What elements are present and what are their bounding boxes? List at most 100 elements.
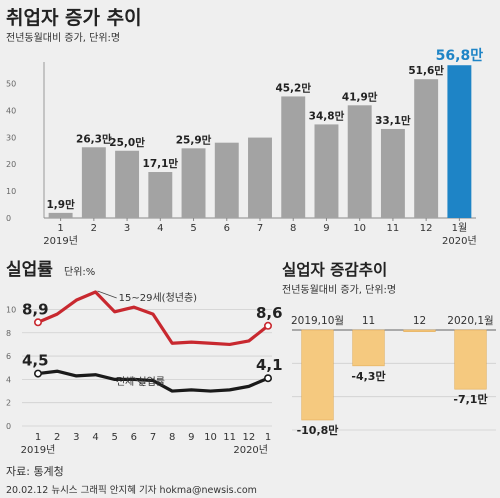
chart-title: 실업률 (6, 260, 53, 280)
x-tick-label: 1 (265, 432, 271, 443)
year-label: 2020년 (233, 444, 268, 456)
leader-line (97, 290, 117, 299)
bar-value-label: 33,1만 (375, 114, 411, 127)
y-tick-label: 6 (6, 352, 11, 361)
x-tick-label: 7 (257, 223, 263, 234)
y-tick-label: 20 (6, 160, 16, 169)
series-end-label: 4,1 (256, 356, 283, 374)
series-point (263, 374, 272, 383)
bar (380, 128, 405, 218)
bar (414, 79, 439, 218)
y-tick-label: 0 (6, 422, 11, 431)
bar-value-label: 34,8만 (309, 109, 345, 122)
x-tick-label: 3 (73, 432, 79, 443)
chart-title: 실업자 증감추이 (282, 260, 387, 279)
bar (148, 172, 173, 218)
x-tick-label: 6 (131, 432, 137, 443)
bar (115, 150, 140, 218)
x-tick-label: 11 (387, 223, 400, 234)
series-point (33, 369, 42, 378)
y-tick-label: 8 (6, 329, 11, 338)
series-point (33, 318, 42, 327)
bar (214, 142, 239, 218)
x-tick-label: 11 (223, 432, 236, 443)
chart-title: 취업자 증가 추이 (6, 7, 142, 29)
chart-subtitle: 전년동월대비 증가, 단위:명 (6, 31, 120, 44)
chart-subtitle: 단위:% (64, 265, 95, 278)
bar-value-label: -7,1만 (453, 392, 487, 406)
bar (314, 124, 339, 218)
bar (454, 329, 487, 390)
credit-text: 20.02.12 뉴시스 그래픽 안지혜 기자 hokma@newsis.com (6, 484, 257, 496)
y-tick-label: 40 (6, 106, 16, 115)
bar (447, 65, 472, 218)
y-tick-label: 10 (6, 187, 16, 196)
leader-line (133, 377, 145, 387)
bar-value-label: 26,3만 (76, 132, 112, 145)
x-tick-label: 1 (57, 223, 63, 234)
bar-value-label: 56,8만 (436, 48, 484, 64)
y-tick-label: 0 (6, 214, 11, 223)
x-tick-label: 1 (35, 432, 41, 443)
y-tick-label: 30 (6, 133, 16, 142)
bar (347, 105, 372, 218)
x-tick-label: 2 (91, 223, 97, 234)
y-tick-label: 10 (6, 305, 16, 314)
x-tick-label: 3 (124, 223, 130, 234)
x-tick-label: 4 (157, 223, 163, 234)
series-name-label: 15~29세(청년층) (119, 292, 198, 304)
x-tick-label: 5 (190, 223, 196, 234)
series-start-label: 8,9 (22, 300, 49, 318)
bar-value-label: 51,6만 (408, 64, 444, 77)
bar-value-label: 45,2만 (275, 81, 311, 94)
x-tick-label: 2 (54, 432, 60, 443)
x-tick-label: 1월 (452, 222, 468, 234)
x-tick-label: 8 (169, 432, 175, 443)
x-tick-label: 6 (224, 223, 230, 234)
x-tick-label: 2019,10월 (291, 315, 344, 327)
x-tick-label: 8 (290, 223, 296, 234)
bar (403, 329, 436, 332)
series-name-label: 전체 실업률 (116, 375, 165, 388)
x-tick-label: 10 (204, 432, 217, 443)
bar-value-label: 1,9만 (46, 198, 75, 211)
bar (352, 329, 385, 367)
x-tick-label: 5 (111, 432, 117, 443)
bar (248, 137, 272, 218)
bar-value-label: 41,9만 (342, 90, 378, 103)
x-tick-label: 7 (150, 432, 156, 443)
series-line (37, 369, 269, 393)
x-tick-label: 12 (242, 432, 255, 443)
series-point (263, 321, 272, 330)
x-tick-label: 10 (353, 223, 366, 234)
bar-value-label: -4,3만 (351, 369, 385, 383)
x-tick-label: 2020,1월 (447, 315, 493, 327)
bar (81, 147, 106, 218)
bar (301, 329, 334, 421)
bar (181, 148, 206, 218)
x-tick-label: 11 (362, 315, 375, 327)
y-tick-label: 2 (6, 399, 11, 408)
year-label: 2019년 (43, 235, 78, 247)
source-text: 자료: 통계청 (6, 465, 64, 478)
y-tick-label: 4 (6, 375, 11, 384)
bar (281, 96, 306, 218)
series-end-label: 8,6 (256, 304, 283, 322)
year-label: 2019년 (21, 444, 56, 456)
bar-value-label: 25,0만 (109, 136, 145, 149)
y-tick-label: 50 (6, 80, 16, 89)
x-tick-label: 12 (413, 315, 426, 327)
bar-value-label: -10,8만 (297, 423, 339, 437)
year-label: 2020년 (442, 235, 477, 247)
x-tick-label: 12 (420, 223, 433, 234)
x-tick-label: 9 (188, 432, 194, 443)
x-tick-label: 9 (323, 223, 329, 234)
bar-value-label: 25,9만 (176, 133, 212, 146)
bar (48, 212, 73, 218)
series-line (37, 290, 269, 347)
series-start-label: 4,5 (22, 352, 49, 370)
bar-value-label: 17,1만 (143, 157, 179, 170)
chart-subtitle: 전년동월대비 증가, 단위:명 (282, 283, 396, 296)
